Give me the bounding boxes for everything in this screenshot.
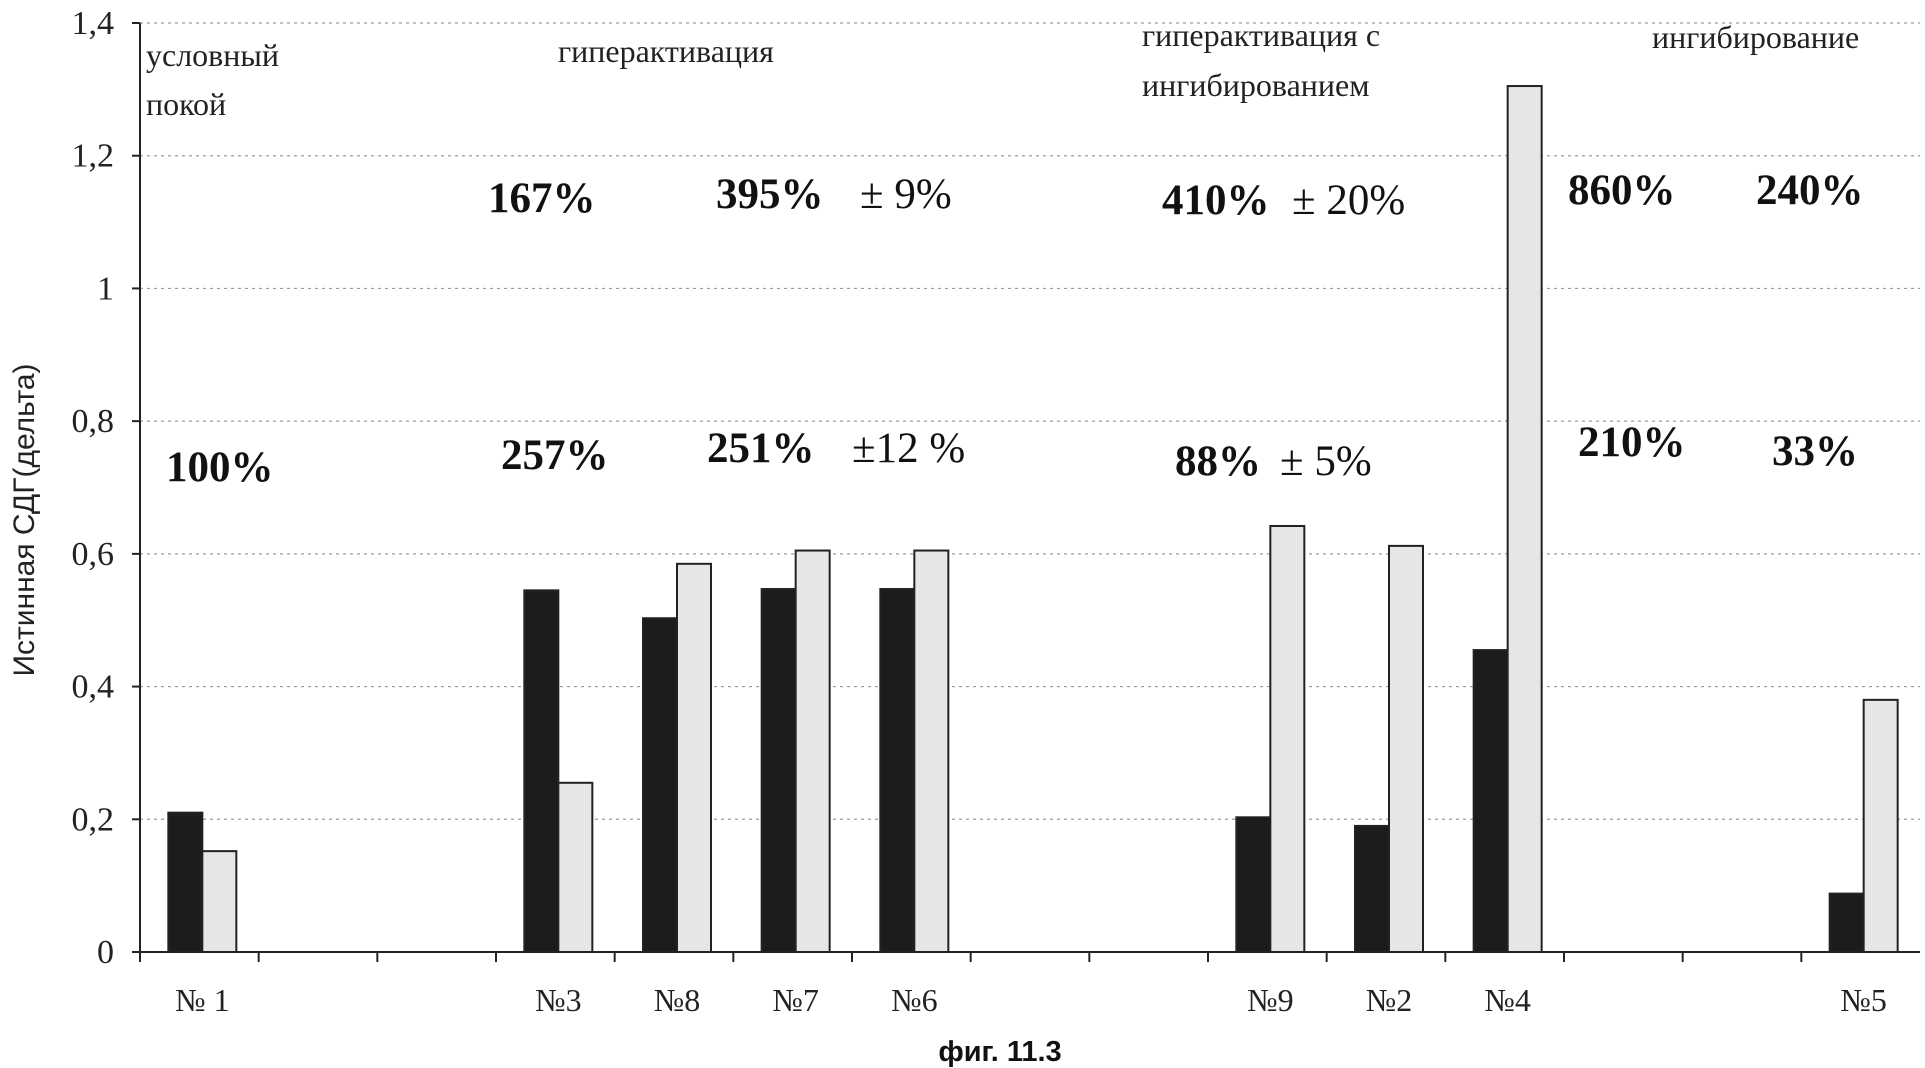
annotation-upper-395: 395% — [716, 171, 824, 218]
bar-light-9 — [1270, 526, 1304, 952]
bar-light-4 — [677, 564, 711, 952]
bar-dark-4 — [643, 618, 677, 952]
bar-dark-10 — [1355, 826, 1389, 952]
x-category-label: №6 — [891, 982, 938, 1018]
bar-light-5 — [796, 551, 830, 952]
bar-light-0 — [202, 851, 236, 952]
x-category-label: № 1 — [175, 982, 230, 1018]
y-tick-label: 1,2 — [72, 138, 115, 175]
x-category-label: №9 — [1247, 982, 1294, 1018]
x-category-label: №2 — [1366, 982, 1413, 1018]
y-tick-label: 0,4 — [72, 669, 115, 706]
bar-dark-3 — [524, 590, 558, 952]
annotation-lower-88-pm: ± 5% — [1280, 438, 1372, 485]
group-label-rest-line1: условный — [146, 37, 279, 73]
bar-dark-14 — [1830, 894, 1864, 952]
x-category-label: №7 — [772, 982, 819, 1018]
annotation-upper-167: 167% — [488, 175, 596, 222]
annotation-lower-251: 251% — [707, 425, 815, 472]
x-category-label: №5 — [1840, 982, 1887, 1018]
bar-dark-0 — [168, 813, 202, 952]
annotation-upper-410-pm: ± 20% — [1292, 177, 1405, 224]
group-label-hyper-inhibition-line1: гиперактивация с — [1142, 17, 1380, 53]
bar-light-6 — [914, 551, 948, 952]
y-tick-label: 0,8 — [72, 403, 115, 440]
group-label-rest-line2: покой — [146, 86, 226, 122]
y-tick-label: 1,4 — [72, 5, 115, 42]
y-ticks: 0 0,2 0,4 0,6 0,8 1 1,2 1,4 — [72, 5, 141, 971]
bars — [168, 86, 1897, 952]
annotation-upper-240: 240% — [1756, 167, 1864, 214]
bar-light-14 — [1864, 700, 1898, 952]
bar-dark-5 — [762, 589, 796, 952]
annotation-upper-410: 410% — [1162, 177, 1270, 224]
x-category-label: №8 — [654, 982, 701, 1018]
x-category-labels: № 1 №3 №8 №7 №6 №9 №2 №4 №5 — [140, 952, 1887, 1018]
axes — [140, 23, 1920, 952]
x-category-label: №4 — [1484, 982, 1531, 1018]
annotation-upper-860: 860% — [1568, 167, 1676, 214]
bar-dark-11 — [1474, 650, 1508, 952]
annotation-upper-395-pm: ± 9% — [860, 171, 952, 218]
bar-dark-6 — [880, 589, 914, 952]
bar-light-11 — [1508, 86, 1542, 952]
x-category-label: №3 — [535, 982, 582, 1018]
group-label-hyper-inhibition-line2: ингибированием — [1142, 67, 1370, 103]
annotation-lower-88: 88% — [1175, 438, 1261, 485]
bar-light-3 — [558, 783, 592, 952]
figure-caption: фиг. 11.3 — [938, 1036, 1061, 1068]
group-label-hyperactivation: гиперактивация — [558, 33, 774, 69]
y-axis-label: Истинная СДГ(дельта) — [8, 363, 41, 676]
annotation-lower-251-pm: ±12 % — [852, 425, 965, 472]
y-tick-label: 0,2 — [72, 801, 115, 838]
group-label-inhibition: ингибирование — [1652, 19, 1859, 55]
y-tick-label: 0,6 — [72, 536, 115, 573]
annotation-lower-33: 33% — [1772, 428, 1858, 475]
bar-light-10 — [1389, 546, 1423, 952]
bar-dark-9 — [1236, 817, 1270, 952]
y-tick-label: 0 — [97, 934, 114, 971]
y-tick-label: 1 — [97, 270, 114, 307]
annotation-lower-210: 210% — [1578, 419, 1686, 466]
annotation-lower-100: 100% — [166, 444, 274, 491]
annotation-lower-257: 257% — [501, 432, 609, 479]
